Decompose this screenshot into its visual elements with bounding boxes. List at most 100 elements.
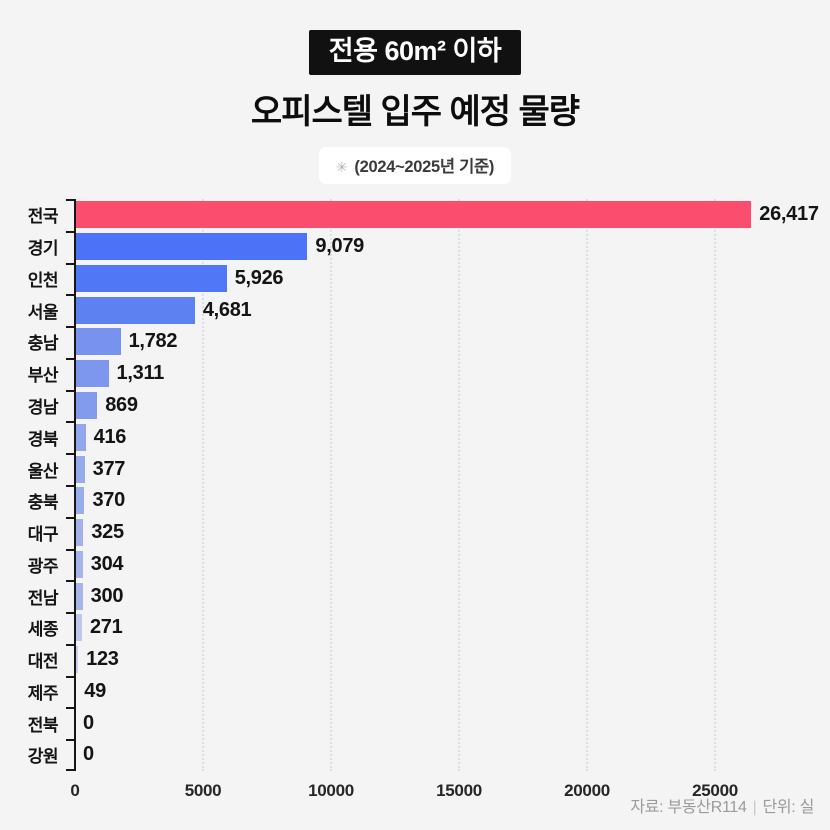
y-axis-tick bbox=[66, 199, 74, 201]
gridline bbox=[714, 199, 716, 771]
category-label: 울산 bbox=[27, 461, 59, 481]
chart-row: 인천 5,926 bbox=[0, 263, 830, 295]
y-axis-tick bbox=[66, 485, 74, 487]
chart-row: 대구 325 bbox=[0, 517, 830, 549]
y-axis-tick bbox=[66, 421, 74, 424]
value-label: 325 bbox=[91, 521, 124, 544]
y-axis-tick bbox=[66, 357, 74, 360]
value-label: 9,079 bbox=[315, 235, 364, 258]
bar-rows: 전국 26,417 경기 9,079 인천 5,926 서울 4,681 충남 1,782 부산 1,… bbox=[0, 199, 830, 771]
category-label: 서울 bbox=[27, 302, 59, 322]
value-label: 304 bbox=[90, 552, 124, 575]
value-label: 0 bbox=[83, 743, 94, 766]
chart-row: 부산 1,311 bbox=[0, 358, 830, 390]
chart-row: 충북 370 bbox=[0, 485, 830, 517]
category-label: 광주 bbox=[27, 556, 59, 576]
category-label: 대구 bbox=[27, 525, 59, 545]
title-badge-text: 전용 60m² 이하 bbox=[328, 36, 502, 66]
value-label: 123 bbox=[86, 648, 119, 671]
value-label: 1,782 bbox=[128, 330, 178, 353]
y-axis-tick bbox=[66, 516, 74, 519]
category-label: 대전 bbox=[27, 652, 59, 672]
y-axis-tick bbox=[66, 612, 74, 615]
x-tick-label: 15000 bbox=[436, 781, 482, 800]
bar bbox=[75, 328, 121, 356]
category-label: 세종 bbox=[27, 620, 59, 640]
gridline bbox=[458, 199, 460, 771]
x-tick-label: 10000 bbox=[308, 781, 354, 800]
category-label: 충북 bbox=[27, 493, 59, 513]
chart-row: 충남 1,782 bbox=[0, 326, 830, 358]
chart-row: 경북 416 bbox=[0, 421, 830, 453]
chart-row: 서울 4,681 bbox=[0, 294, 830, 326]
chart-row: 대전 123 bbox=[0, 644, 830, 676]
y-axis-tick bbox=[66, 580, 74, 583]
y-axis-tick bbox=[66, 389, 74, 392]
y-axis-tick bbox=[66, 707, 74, 710]
chart-row: 경기 9,079 bbox=[0, 231, 830, 263]
y-axis-tick bbox=[66, 453, 74, 456]
y-axis-tick bbox=[66, 739, 74, 742]
bar bbox=[75, 582, 83, 610]
chart-row: 경남 869 bbox=[0, 390, 830, 422]
bar bbox=[75, 423, 86, 451]
chart-header: 전용 60m² 이하 오피스텔 입주 예정 물량 ✳ (2024~2025년 기준… bbox=[0, 0, 830, 184]
value-label: 5,926 bbox=[234, 266, 284, 289]
value-label: 26,417 bbox=[759, 203, 819, 226]
value-label: 416 bbox=[93, 425, 127, 448]
y-axis-tick bbox=[66, 643, 74, 646]
bar bbox=[75, 487, 85, 515]
chart-row: 광주 304 bbox=[0, 548, 830, 580]
chart-row: 전북 0 bbox=[0, 707, 830, 739]
bar bbox=[75, 296, 195, 324]
bar bbox=[75, 201, 752, 229]
chart-row: 제주 49 bbox=[0, 675, 830, 707]
chart-row: 전남 300 bbox=[0, 580, 830, 612]
gridline bbox=[202, 199, 204, 771]
page-title: 오피스텔 입주 예정 물량 bbox=[250, 93, 580, 131]
unit-text: 단위: 실 bbox=[762, 799, 814, 816]
bar-chart: 전국 26,417 경기 9,079 인천 5,926 서울 4,681 충남 1,782 부산 1,… bbox=[0, 199, 830, 800]
title-badge: 전용 60m² 이하 bbox=[308, 30, 522, 75]
value-label: 869 bbox=[105, 393, 138, 416]
bar bbox=[75, 391, 98, 419]
bar bbox=[75, 360, 109, 388]
category-label: 인천 bbox=[27, 270, 59, 290]
y-axis-tick bbox=[66, 262, 74, 265]
chart-row: 세종 271 bbox=[0, 612, 830, 644]
y-axis-tick bbox=[66, 769, 74, 771]
y-axis-line bbox=[74, 199, 76, 771]
category-label: 부산 bbox=[27, 366, 59, 386]
gridline bbox=[330, 199, 332, 771]
bar bbox=[75, 614, 82, 642]
subtitle-pill: ✳ (2024~2025년 기준) bbox=[318, 147, 512, 184]
category-label: 전남 bbox=[27, 588, 59, 608]
value-label: 271 bbox=[89, 616, 123, 639]
x-tick-label: 25000 bbox=[692, 781, 738, 800]
bar bbox=[75, 264, 227, 292]
category-label: 경남 bbox=[27, 397, 59, 417]
bar bbox=[75, 233, 308, 261]
category-label: 전국 bbox=[27, 207, 59, 227]
bar bbox=[75, 519, 84, 547]
bar bbox=[75, 646, 79, 674]
value-label: 0 bbox=[83, 711, 94, 734]
y-axis-tick bbox=[66, 548, 74, 551]
category-label: 경기 bbox=[27, 239, 59, 259]
y-axis-tick bbox=[66, 326, 74, 329]
value-label: 300 bbox=[90, 584, 124, 607]
value-label: 370 bbox=[92, 489, 125, 512]
value-label: 4,681 bbox=[202, 298, 252, 321]
divider: | bbox=[752, 799, 757, 816]
x-tick-label: 0 bbox=[70, 781, 80, 800]
value-label: 377 bbox=[92, 457, 126, 480]
y-axis-tick bbox=[66, 294, 74, 297]
category-label: 충남 bbox=[27, 334, 59, 354]
chart-row: 강원 0 bbox=[0, 739, 830, 771]
asterisk-icon: ✳ bbox=[335, 159, 348, 175]
value-label: 1,311 bbox=[116, 362, 165, 385]
category-label: 경북 bbox=[27, 429, 59, 449]
bar bbox=[75, 455, 85, 483]
subtitle-text: (2024~2025년 기준) bbox=[354, 158, 495, 176]
